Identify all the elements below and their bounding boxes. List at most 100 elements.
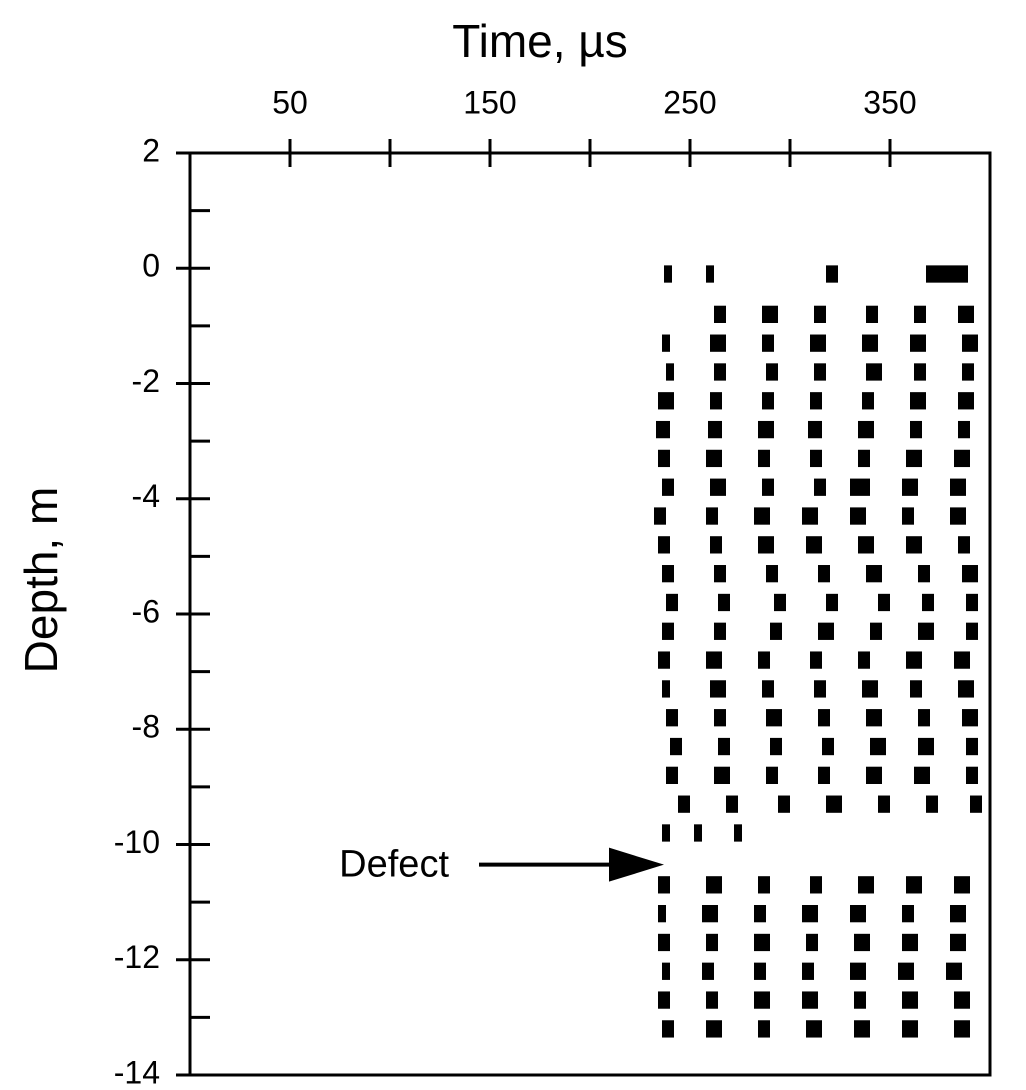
trace-band bbox=[802, 507, 818, 525]
trace-band bbox=[954, 651, 970, 669]
trace-band bbox=[658, 905, 666, 923]
trace-band bbox=[706, 507, 718, 525]
trace-band bbox=[754, 962, 766, 980]
trace-band bbox=[758, 1020, 770, 1038]
x-tick-label: 250 bbox=[663, 84, 716, 120]
trace-band bbox=[858, 876, 874, 894]
trace-band bbox=[818, 709, 830, 727]
trace-band bbox=[708, 420, 722, 439]
trace-band bbox=[958, 305, 974, 323]
trace-band bbox=[814, 305, 826, 323]
trace-band bbox=[870, 622, 882, 640]
trace-band bbox=[954, 449, 970, 468]
trace-band bbox=[958, 680, 974, 698]
trace-band bbox=[670, 737, 682, 756]
trace-band bbox=[710, 334, 726, 352]
trace-band bbox=[658, 876, 670, 894]
trace-band bbox=[966, 593, 978, 612]
trace-band bbox=[962, 709, 978, 727]
trace-band bbox=[662, 565, 674, 583]
trace-band bbox=[826, 593, 838, 612]
trace-band bbox=[658, 392, 674, 410]
trace-band bbox=[758, 536, 774, 554]
x-tick-label: 150 bbox=[463, 84, 516, 120]
trace-band bbox=[658, 449, 670, 468]
trace-band bbox=[910, 392, 926, 410]
trace-band bbox=[806, 536, 822, 554]
trace-band bbox=[706, 991, 718, 1009]
x-axis-title: Time, µs bbox=[452, 15, 628, 67]
trace-band bbox=[654, 507, 666, 525]
trace-band bbox=[706, 651, 722, 669]
trace-band bbox=[950, 933, 966, 952]
y-axis-title: Depth, m bbox=[15, 487, 67, 674]
trace-band bbox=[854, 933, 870, 952]
trace-band bbox=[758, 876, 770, 894]
trace-band bbox=[662, 680, 670, 698]
trace-band bbox=[962, 363, 974, 381]
trace-band bbox=[766, 363, 778, 381]
trace-band bbox=[770, 622, 782, 640]
trace-band bbox=[946, 962, 962, 980]
trace-band bbox=[958, 392, 974, 410]
trace-band bbox=[758, 651, 770, 669]
trace-band bbox=[806, 933, 818, 952]
trace-band bbox=[950, 478, 966, 496]
trace-band bbox=[902, 1020, 918, 1038]
trace-band bbox=[910, 334, 926, 352]
trace-band bbox=[866, 363, 882, 381]
trace-band bbox=[870, 737, 886, 756]
trace-band bbox=[774, 593, 786, 612]
trace-band bbox=[758, 449, 770, 468]
trace-band bbox=[810, 392, 822, 410]
trace-band bbox=[758, 420, 774, 439]
trace-band bbox=[966, 622, 978, 640]
trace-band bbox=[902, 507, 914, 525]
trace-band bbox=[714, 766, 730, 784]
trace-band bbox=[802, 962, 814, 980]
trace-band bbox=[770, 737, 782, 756]
trace-band bbox=[950, 507, 966, 525]
trace-band bbox=[754, 905, 766, 923]
trace-band bbox=[902, 933, 918, 952]
trace-band bbox=[710, 478, 726, 496]
trace-band bbox=[662, 1020, 674, 1038]
trace-band bbox=[966, 737, 978, 756]
trace-band bbox=[658, 933, 670, 952]
trace-band bbox=[866, 565, 882, 583]
trace-band bbox=[850, 905, 866, 923]
trace-band bbox=[958, 420, 970, 439]
trace-band bbox=[962, 334, 978, 352]
x-tick-label: 350 bbox=[863, 84, 916, 120]
trace-band bbox=[762, 680, 774, 698]
trace-band bbox=[754, 933, 770, 952]
annotation-arrowhead bbox=[609, 847, 664, 882]
trace-band bbox=[662, 622, 674, 640]
annotation: Defect bbox=[339, 844, 449, 886]
trace-band bbox=[858, 651, 870, 669]
trace-band bbox=[854, 991, 866, 1009]
trace-band bbox=[818, 766, 830, 784]
trace-band bbox=[706, 449, 722, 468]
trace-band bbox=[726, 795, 738, 813]
trace-band bbox=[762, 392, 774, 410]
trace-band bbox=[714, 622, 726, 640]
trace-band bbox=[666, 709, 678, 727]
trace-band bbox=[826, 265, 838, 283]
trace-band bbox=[926, 795, 938, 813]
y-tick-label: 0 bbox=[142, 248, 160, 284]
trace-band bbox=[954, 1020, 970, 1038]
x-tick-label: 50 bbox=[272, 84, 308, 120]
trace-band bbox=[822, 737, 834, 756]
trace-band bbox=[850, 962, 866, 980]
trace-band bbox=[926, 265, 968, 283]
trace-band bbox=[766, 565, 778, 583]
trace-band bbox=[718, 737, 730, 756]
trace-band bbox=[706, 933, 718, 952]
trace-band bbox=[762, 478, 774, 496]
trace-band bbox=[778, 795, 790, 813]
trace-band bbox=[662, 824, 670, 842]
y-tick-label: -10 bbox=[114, 824, 160, 860]
trace-band bbox=[810, 651, 822, 669]
